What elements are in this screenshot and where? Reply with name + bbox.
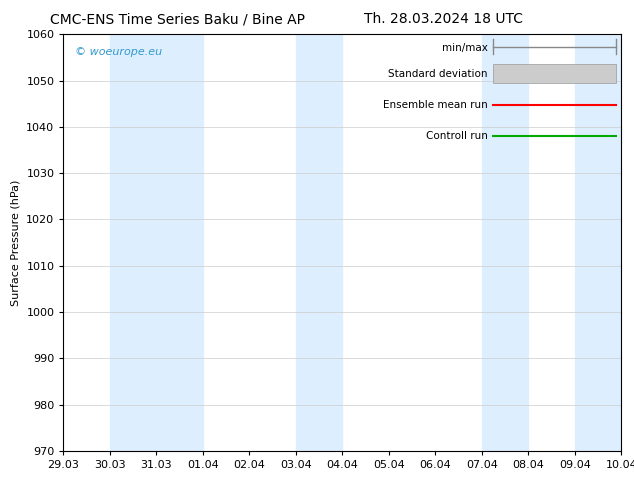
Text: Th. 28.03.2024 18 UTC: Th. 28.03.2024 18 UTC — [365, 12, 523, 26]
Text: Standard deviation: Standard deviation — [388, 69, 488, 79]
Text: Ensemble mean run: Ensemble mean run — [383, 100, 488, 110]
Text: Controll run: Controll run — [425, 131, 488, 141]
Bar — [482, 34, 528, 451]
Text: © woeurope.eu: © woeurope.eu — [75, 47, 162, 57]
Bar — [110, 34, 203, 451]
Text: CMC-ENS Time Series Baku / Bine AP: CMC-ENS Time Series Baku / Bine AP — [50, 12, 305, 26]
Bar — [296, 34, 342, 451]
Bar — [575, 34, 621, 451]
FancyBboxPatch shape — [493, 65, 616, 83]
Text: min/max: min/max — [441, 43, 488, 52]
Y-axis label: Surface Pressure (hPa): Surface Pressure (hPa) — [11, 179, 21, 306]
